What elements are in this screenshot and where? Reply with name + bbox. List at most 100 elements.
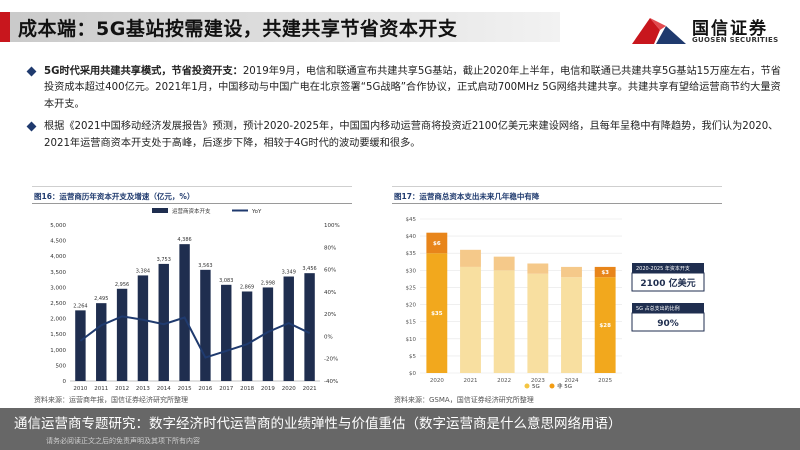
- y2-tick-label: 0%: [324, 334, 333, 340]
- capex-data-label: 3,456: [302, 266, 316, 272]
- legend-swatch-5g: [524, 383, 530, 389]
- legend-swatch-non5g: [549, 383, 555, 389]
- bar-non5g-data-label: $6: [433, 241, 441, 247]
- capex-data-label: 2,264: [73, 303, 87, 309]
- bullet-text: 2019年9月，电信和联通宣布共建共享5G基站，截止2020年上半年，电信和联通…: [44, 66, 781, 110]
- bar-non5g-data-label: $3: [601, 270, 609, 276]
- yoy-line: [79, 315, 311, 359]
- capex-data-label: 3,083: [219, 278, 233, 284]
- y2-tick-label: 60%: [324, 268, 336, 274]
- capex-data-label: 3,563: [198, 263, 212, 269]
- capex-bar: [262, 287, 274, 381]
- x-tick-label: 2020: [282, 386, 296, 392]
- callout-2-header: [632, 303, 704, 313]
- title-accent: [0, 12, 10, 42]
- x-tick-label: 2025: [598, 378, 612, 384]
- x-tick-label: 2023: [531, 378, 545, 384]
- legend-label-non5g: 非 5G: [557, 382, 572, 390]
- page-title: 成本端：5G基站按需建设，共建共享节省资本开支: [18, 18, 458, 40]
- bar-5g: [561, 277, 582, 373]
- legend-label-yoy: YoY: [251, 209, 262, 215]
- y-tick-label: 3,500: [50, 270, 66, 276]
- x-tick-label: 2010: [73, 386, 87, 392]
- capex-bar: [221, 284, 232, 381]
- x-tick-label: 2014: [157, 386, 171, 392]
- y2-tick-label: 40%: [324, 290, 336, 296]
- x-tick-label: 2020: [430, 378, 444, 384]
- bullet-bold-lead: 5G时代采用共建共享模式，节省投资开支：: [44, 66, 243, 77]
- y-tick-label: $20: [406, 303, 417, 309]
- footer-title: 通信运营商专题研究：数字经济时代运营商的业绩弹性与价值重估（数字运营商是什么意思…: [14, 416, 622, 432]
- y-tick-label: $0: [409, 371, 416, 377]
- bullet-item: 5G时代采用共建共享模式，节省投资开支：2019年9月，电信和联通宣布共建共享5…: [26, 64, 783, 113]
- y-tick-label: 3,000: [50, 285, 66, 291]
- capex-bar: [96, 303, 107, 381]
- y-tick-label: 1,500: [50, 332, 66, 338]
- capex-data-label: 2,956: [115, 282, 129, 288]
- callout-1-label: 2020-2025 年资本开支: [636, 265, 690, 272]
- capex-data-label: 3,349: [282, 270, 296, 276]
- capex-data-label: 2,869: [240, 284, 254, 290]
- figure-17: 图17：运营商总资本支出未来几年稳中有降 $0 $5 $10 $15 $20 $25 $30…: [392, 186, 722, 404]
- y-tick-label: $15: [406, 320, 417, 326]
- callout-2-value: 90%: [657, 319, 679, 329]
- x-tick-label: 2012: [115, 386, 129, 392]
- legend-label-5g: 5G: [532, 384, 540, 390]
- figure-16-divider: [32, 203, 352, 204]
- x-tick-label: 2011: [94, 386, 108, 392]
- y-tick-label: $25: [406, 285, 417, 291]
- x-tick-label: 2024: [565, 378, 579, 384]
- figure-17-divider: [392, 203, 722, 204]
- y-tick-label: $45: [406, 217, 417, 223]
- y2-tick-label: 100%: [324, 223, 340, 229]
- bullet-item: 根据《2021中国移动经济发展报告》预测，预计2020-2025年，中国国内移动…: [26, 119, 783, 152]
- capex-bar: [116, 288, 128, 381]
- y-tick-label: $30: [406, 268, 417, 274]
- y-tick-label: $5: [409, 354, 416, 360]
- bar-non5g: [561, 266, 582, 278]
- y-tick-label: $40: [406, 234, 417, 240]
- figure-17-source: 资料来源：GSMA，国信证券经济研究所整理: [394, 396, 534, 404]
- callout-2-label: 5G 占总支出的比例: [636, 305, 680, 312]
- x-tick-label: 2018: [240, 386, 254, 392]
- bar-non5g: [460, 249, 481, 267]
- capex-data-label: 3,753: [157, 257, 171, 263]
- header: 成本端：5G基站按需建设，共建共享节省资本开支 国信证券 GUOSEN SECU…: [0, 0, 800, 56]
- x-tick-label: 2013: [136, 386, 150, 392]
- y-tick-label: 1,000: [50, 348, 66, 354]
- footer-disclaimer: 请务必阅读正文之后的免责声明及其项下所有内容: [46, 437, 200, 445]
- x-tick-label: 2019: [261, 386, 275, 392]
- y-tick-label: 4,500: [50, 239, 66, 245]
- bar-5g-data-label: $28: [599, 323, 611, 329]
- y2-tick-label: 20%: [324, 312, 336, 318]
- x-tick-label: 2016: [198, 386, 212, 392]
- bullet-list: 5G时代采用共建共享模式，节省投资开支：2019年9月，电信和联通宣布共建共享5…: [26, 64, 783, 158]
- capex-chart: 运营商资本开支 YoY 0 500 1,000 1,500 2,000 2,500 3,000 3…: [50, 207, 340, 392]
- figure-16-source: 资料来源：运营商年报，国信证券经济研究所整理: [34, 396, 188, 404]
- capex-bar: [179, 244, 190, 381]
- bar-non5g: [426, 232, 448, 254]
- bar-non5g: [594, 266, 616, 278]
- y-tick-label: 4,000: [50, 254, 66, 260]
- bar-5g: [594, 277, 616, 373]
- x-tick-label: 2021: [303, 386, 317, 392]
- callout-1-value: 2100 亿美元: [640, 277, 695, 289]
- logo-text-cn: 国信证券: [692, 19, 768, 39]
- capex-bar: [241, 291, 253, 381]
- x-tick-label: 2015: [178, 386, 192, 392]
- capex-data-label: 2,998: [261, 280, 275, 286]
- figure-16: 图16：运营商历年资本开支及增速（亿元，%） 运营商资本开支 YoY 0 500 1,0…: [32, 186, 352, 404]
- y-tick-label: 2,000: [50, 317, 66, 323]
- bar-5g: [493, 270, 515, 373]
- bar-5g: [527, 273, 549, 373]
- capex-bar: [75, 310, 86, 381]
- capex-data-label: 2,495: [94, 296, 108, 302]
- footer-band: [0, 408, 800, 450]
- x-tick-label: 2022: [497, 378, 511, 384]
- y-tick-label: 2,500: [50, 301, 66, 307]
- capex-bar: [283, 276, 294, 381]
- logo-mark-icon: [632, 18, 686, 44]
- y-tick-label: $10: [406, 337, 417, 343]
- capex-data-label: 3,384: [136, 268, 150, 274]
- logo-text-en: GUOSEN SECURITIES: [692, 36, 779, 44]
